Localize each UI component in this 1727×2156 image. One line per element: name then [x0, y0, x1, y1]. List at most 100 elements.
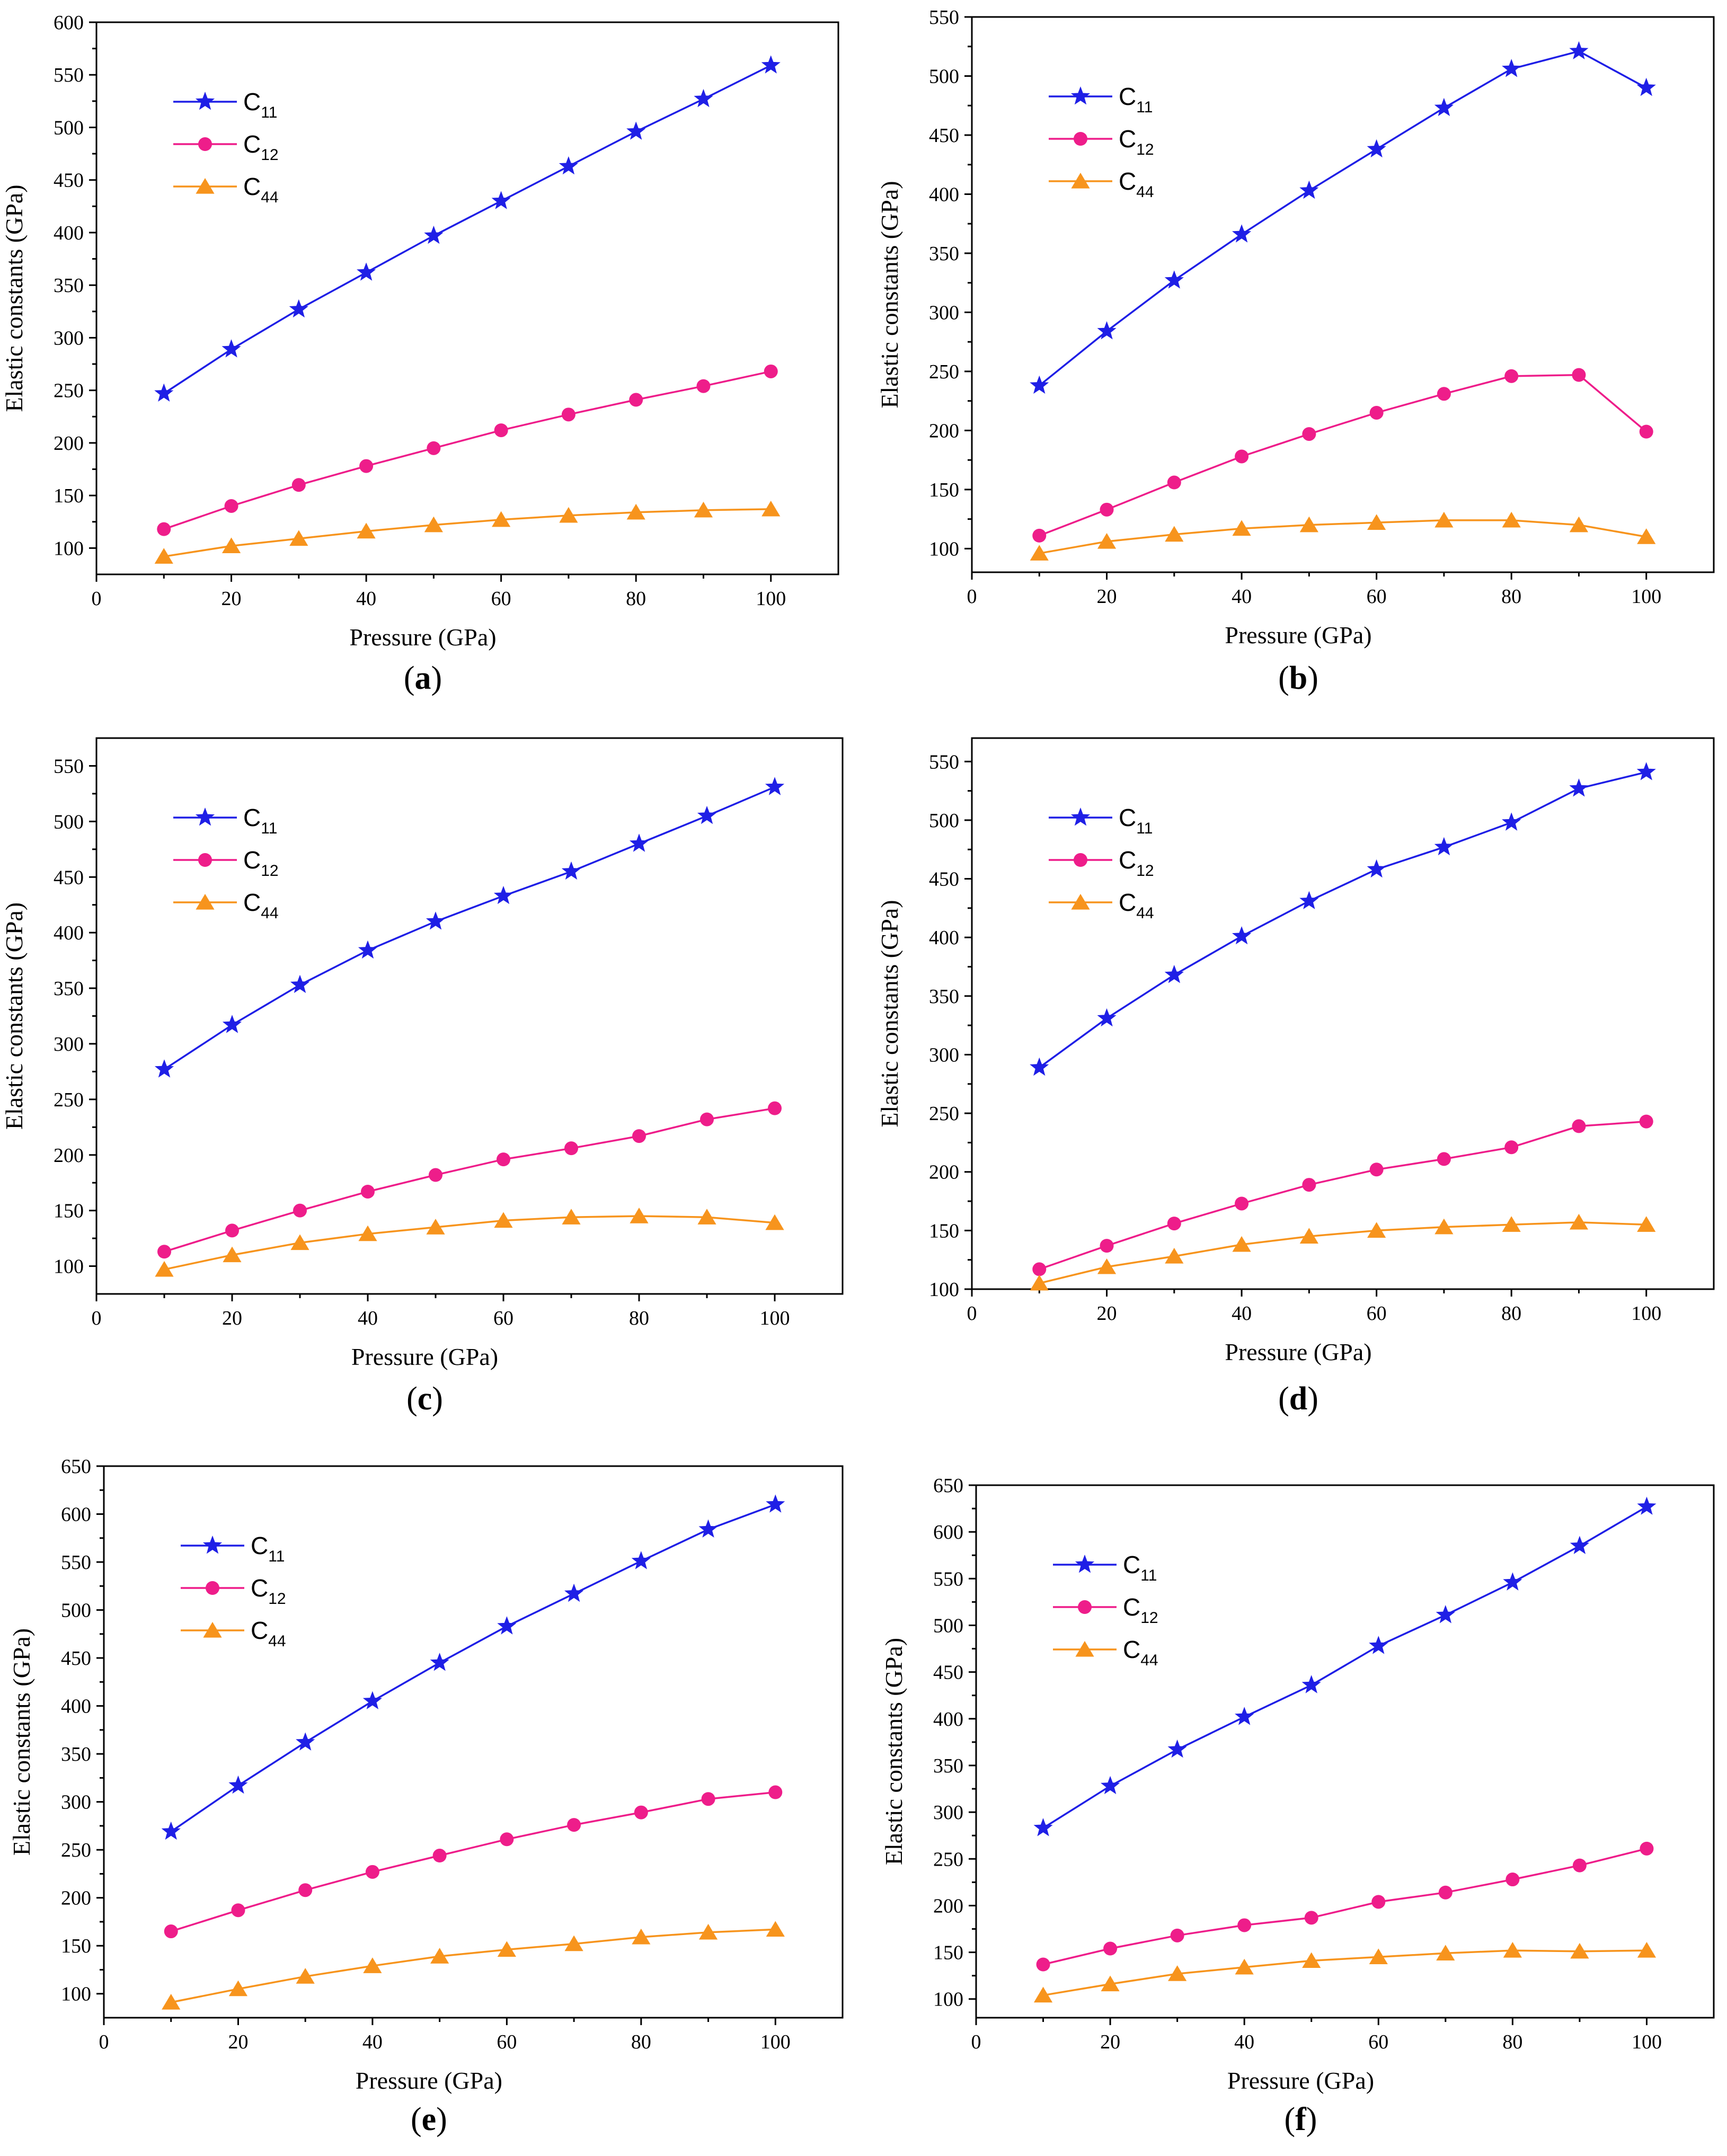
- data-point-c44: [1569, 516, 1589, 533]
- y-tick-label: 450: [929, 868, 959, 891]
- y-tick-label: 450: [929, 125, 959, 147]
- x-axis-title: Pressure (GPa): [1225, 622, 1371, 649]
- x-tick-label: 60: [497, 2031, 517, 2053]
- panel-label-close: ): [431, 660, 442, 696]
- data-point-c12: [764, 364, 778, 378]
- y-axis-title: Elastic constants (GPa): [8, 1628, 35, 1856]
- data-point-c12: [427, 441, 441, 455]
- data-point-c12: [1235, 449, 1249, 464]
- data-point-c12: [361, 1184, 375, 1199]
- data-point-c12: [1639, 1114, 1653, 1129]
- y-tick-label: 300: [54, 1033, 84, 1055]
- legend-label-base: C: [1119, 846, 1136, 874]
- legend-label-base: C: [251, 1574, 268, 1602]
- legend-label-base: C: [1119, 167, 1136, 195]
- data-point-c11: [1097, 1008, 1117, 1027]
- data-point-c11: [561, 861, 581, 880]
- y-tick-label: 100: [61, 1983, 91, 2006]
- data-point-c44: [630, 1208, 649, 1223]
- data-point-c44: [1030, 1274, 1049, 1291]
- x-tick-label: 40: [1232, 1302, 1252, 1325]
- x-tick-label: 20: [1097, 1302, 1117, 1325]
- data-point-c12: [298, 1883, 313, 1897]
- series-line-c44: [1039, 519, 1647, 555]
- legend-marker: [196, 178, 215, 194]
- data-point-c11: [1097, 321, 1117, 340]
- data-point-c44: [154, 548, 173, 564]
- series-line-c11: [170, 1503, 776, 1833]
- chart-panel-e: 0 20 40 60 80 100 100 150 200 250 300 350 400 450 500 5…: [8, 1456, 844, 2137]
- y-tick-label: 150: [929, 1220, 959, 1242]
- panel-label-open: (: [411, 2101, 422, 2137]
- y-tick-label: 600: [61, 1504, 91, 1526]
- data-point-c12: [1504, 369, 1519, 383]
- data-point-c44: [1570, 1942, 1589, 1959]
- data-point-c11: [1369, 1636, 1388, 1654]
- data-point-c12: [429, 1168, 442, 1182]
- y-tick-label: 550: [54, 755, 84, 777]
- panel-label-open: (: [1278, 1381, 1289, 1417]
- data-point-c12: [1170, 1928, 1184, 1942]
- y-tick-label: 250: [54, 380, 84, 402]
- data-point-c44: [698, 1923, 718, 1940]
- data-point-c11: [698, 1519, 718, 1538]
- data-point-c12: [225, 1223, 239, 1238]
- legend-marker: [1075, 1555, 1095, 1573]
- data-point-c12: [1032, 528, 1047, 543]
- panel-label-letter: b: [1289, 660, 1307, 696]
- panel-label-letter: d: [1289, 1381, 1307, 1417]
- data-point-c12: [567, 1818, 581, 1832]
- series-line-c44: [164, 508, 771, 558]
- data-point-c44: [1502, 1216, 1521, 1232]
- y-tick-label: 400: [61, 1696, 91, 1718]
- data-point-c11: [1636, 762, 1656, 780]
- series-line-c44: [164, 1215, 775, 1271]
- x-tick-label: 0: [92, 588, 102, 610]
- series-line-c11: [1039, 50, 1647, 387]
- data-point-c44: [162, 1994, 181, 2010]
- legend-marker: [206, 1581, 219, 1595]
- data-point-c12: [359, 459, 374, 473]
- legend-label-c12: C12: [1123, 1593, 1158, 1627]
- legend-label-subscript: 11: [261, 104, 277, 121]
- panel-label-open: (: [1278, 660, 1289, 696]
- data-point-c44: [1165, 526, 1184, 542]
- data-point-c44: [1367, 514, 1386, 530]
- y-tick-label: 250: [933, 1848, 963, 1870]
- legend-label-subscript: 12: [268, 1590, 286, 1608]
- data-point-c12: [500, 1832, 514, 1847]
- legend-label-c12: C12: [243, 846, 279, 880]
- series-line-c12: [163, 370, 772, 530]
- data-point-c11: [430, 1653, 449, 1671]
- data-point-c12: [497, 1152, 510, 1167]
- plot-frame: [975, 1484, 1715, 2019]
- legend-label-subscript: 11: [268, 1548, 285, 1565]
- data-point-c12: [1572, 368, 1586, 382]
- data-point-c44: [1165, 1248, 1184, 1264]
- legend-label-subscript: 12: [1136, 862, 1154, 880]
- x-tick-label: 80: [1501, 585, 1521, 608]
- x-axis-title: Pressure (GPa): [1225, 1338, 1371, 1365]
- data-point-c12: [1235, 1196, 1249, 1211]
- y-tick-label: 300: [929, 301, 959, 324]
- series-line-c44: [171, 1928, 776, 2003]
- data-point-c44: [761, 500, 781, 517]
- x-tick-label: 0: [99, 2031, 109, 2053]
- data-point-c44: [1097, 533, 1117, 549]
- data-point-c12: [1237, 1918, 1252, 1932]
- y-tick-label: 150: [54, 1200, 84, 1222]
- x-tick-label: 0: [92, 1307, 102, 1329]
- data-point-c44: [1503, 1942, 1522, 1958]
- data-point-c11: [1167, 1740, 1187, 1758]
- y-axis-title: Elastic constants (GPa): [1, 184, 28, 412]
- y-tick-label: 350: [61, 1743, 91, 1765]
- x-tick-label: 20: [222, 588, 242, 610]
- y-tick-label: 150: [933, 1942, 963, 1964]
- x-tick-label: 40: [356, 588, 376, 610]
- data-point-c12: [293, 1203, 307, 1218]
- y-tick-label: 550: [933, 1568, 963, 1590]
- legend-label-subscript: 44: [268, 1632, 286, 1650]
- data-point-c12: [224, 499, 238, 513]
- legend-label-subscript: 11: [1136, 820, 1153, 837]
